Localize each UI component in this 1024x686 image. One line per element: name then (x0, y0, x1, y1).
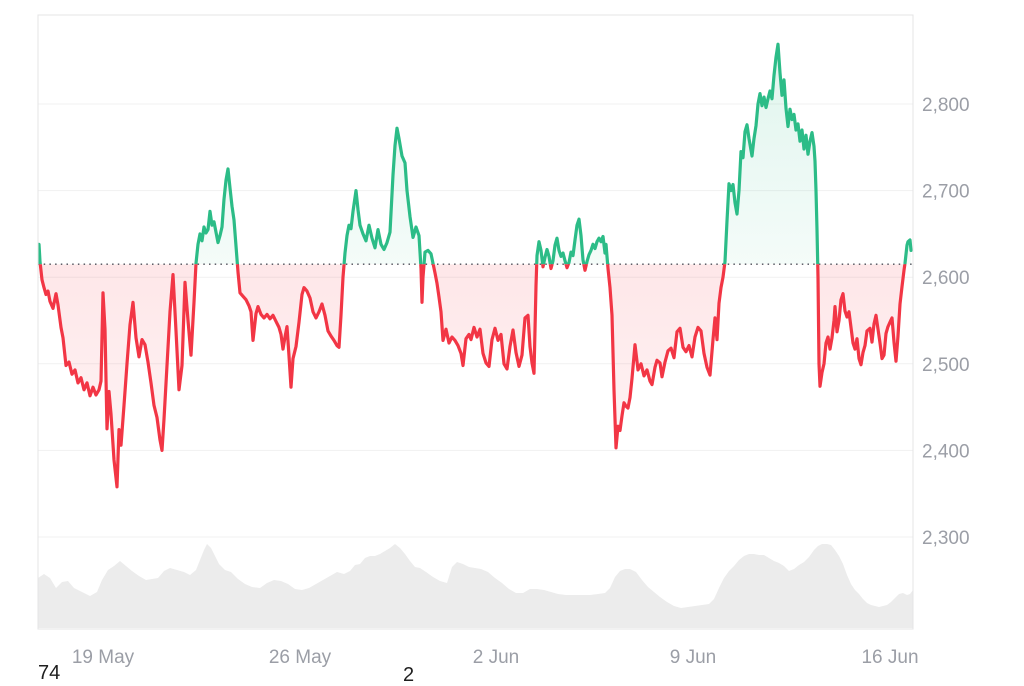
y-axis-label: 2,300 (922, 528, 970, 549)
price-line-positive (38, 42, 913, 265)
price-area-negative (40, 264, 905, 487)
price-line-negative (38, 264, 907, 489)
y-axis-label: 2,500 (922, 355, 970, 376)
chart-frame (37, 14, 914, 630)
stray-text-center: 2 (403, 664, 415, 686)
x-axis-label: 9 Jun (670, 647, 716, 668)
x-axis-label: 2 Jun (473, 647, 519, 668)
y-axis-label: 2,800 (922, 95, 970, 116)
x-axis-label: 19 May (72, 647, 135, 668)
stray-text-left: 74 (38, 662, 61, 684)
x-axis-label: 26 May (269, 647, 332, 668)
y-axis-label: 2,600 (922, 268, 970, 289)
volume-area (38, 544, 913, 628)
y-axis-label: 2,400 (922, 441, 970, 462)
x-axis-label: 16 Jun (861, 647, 918, 668)
y-axis-label: 2,700 (922, 182, 970, 203)
